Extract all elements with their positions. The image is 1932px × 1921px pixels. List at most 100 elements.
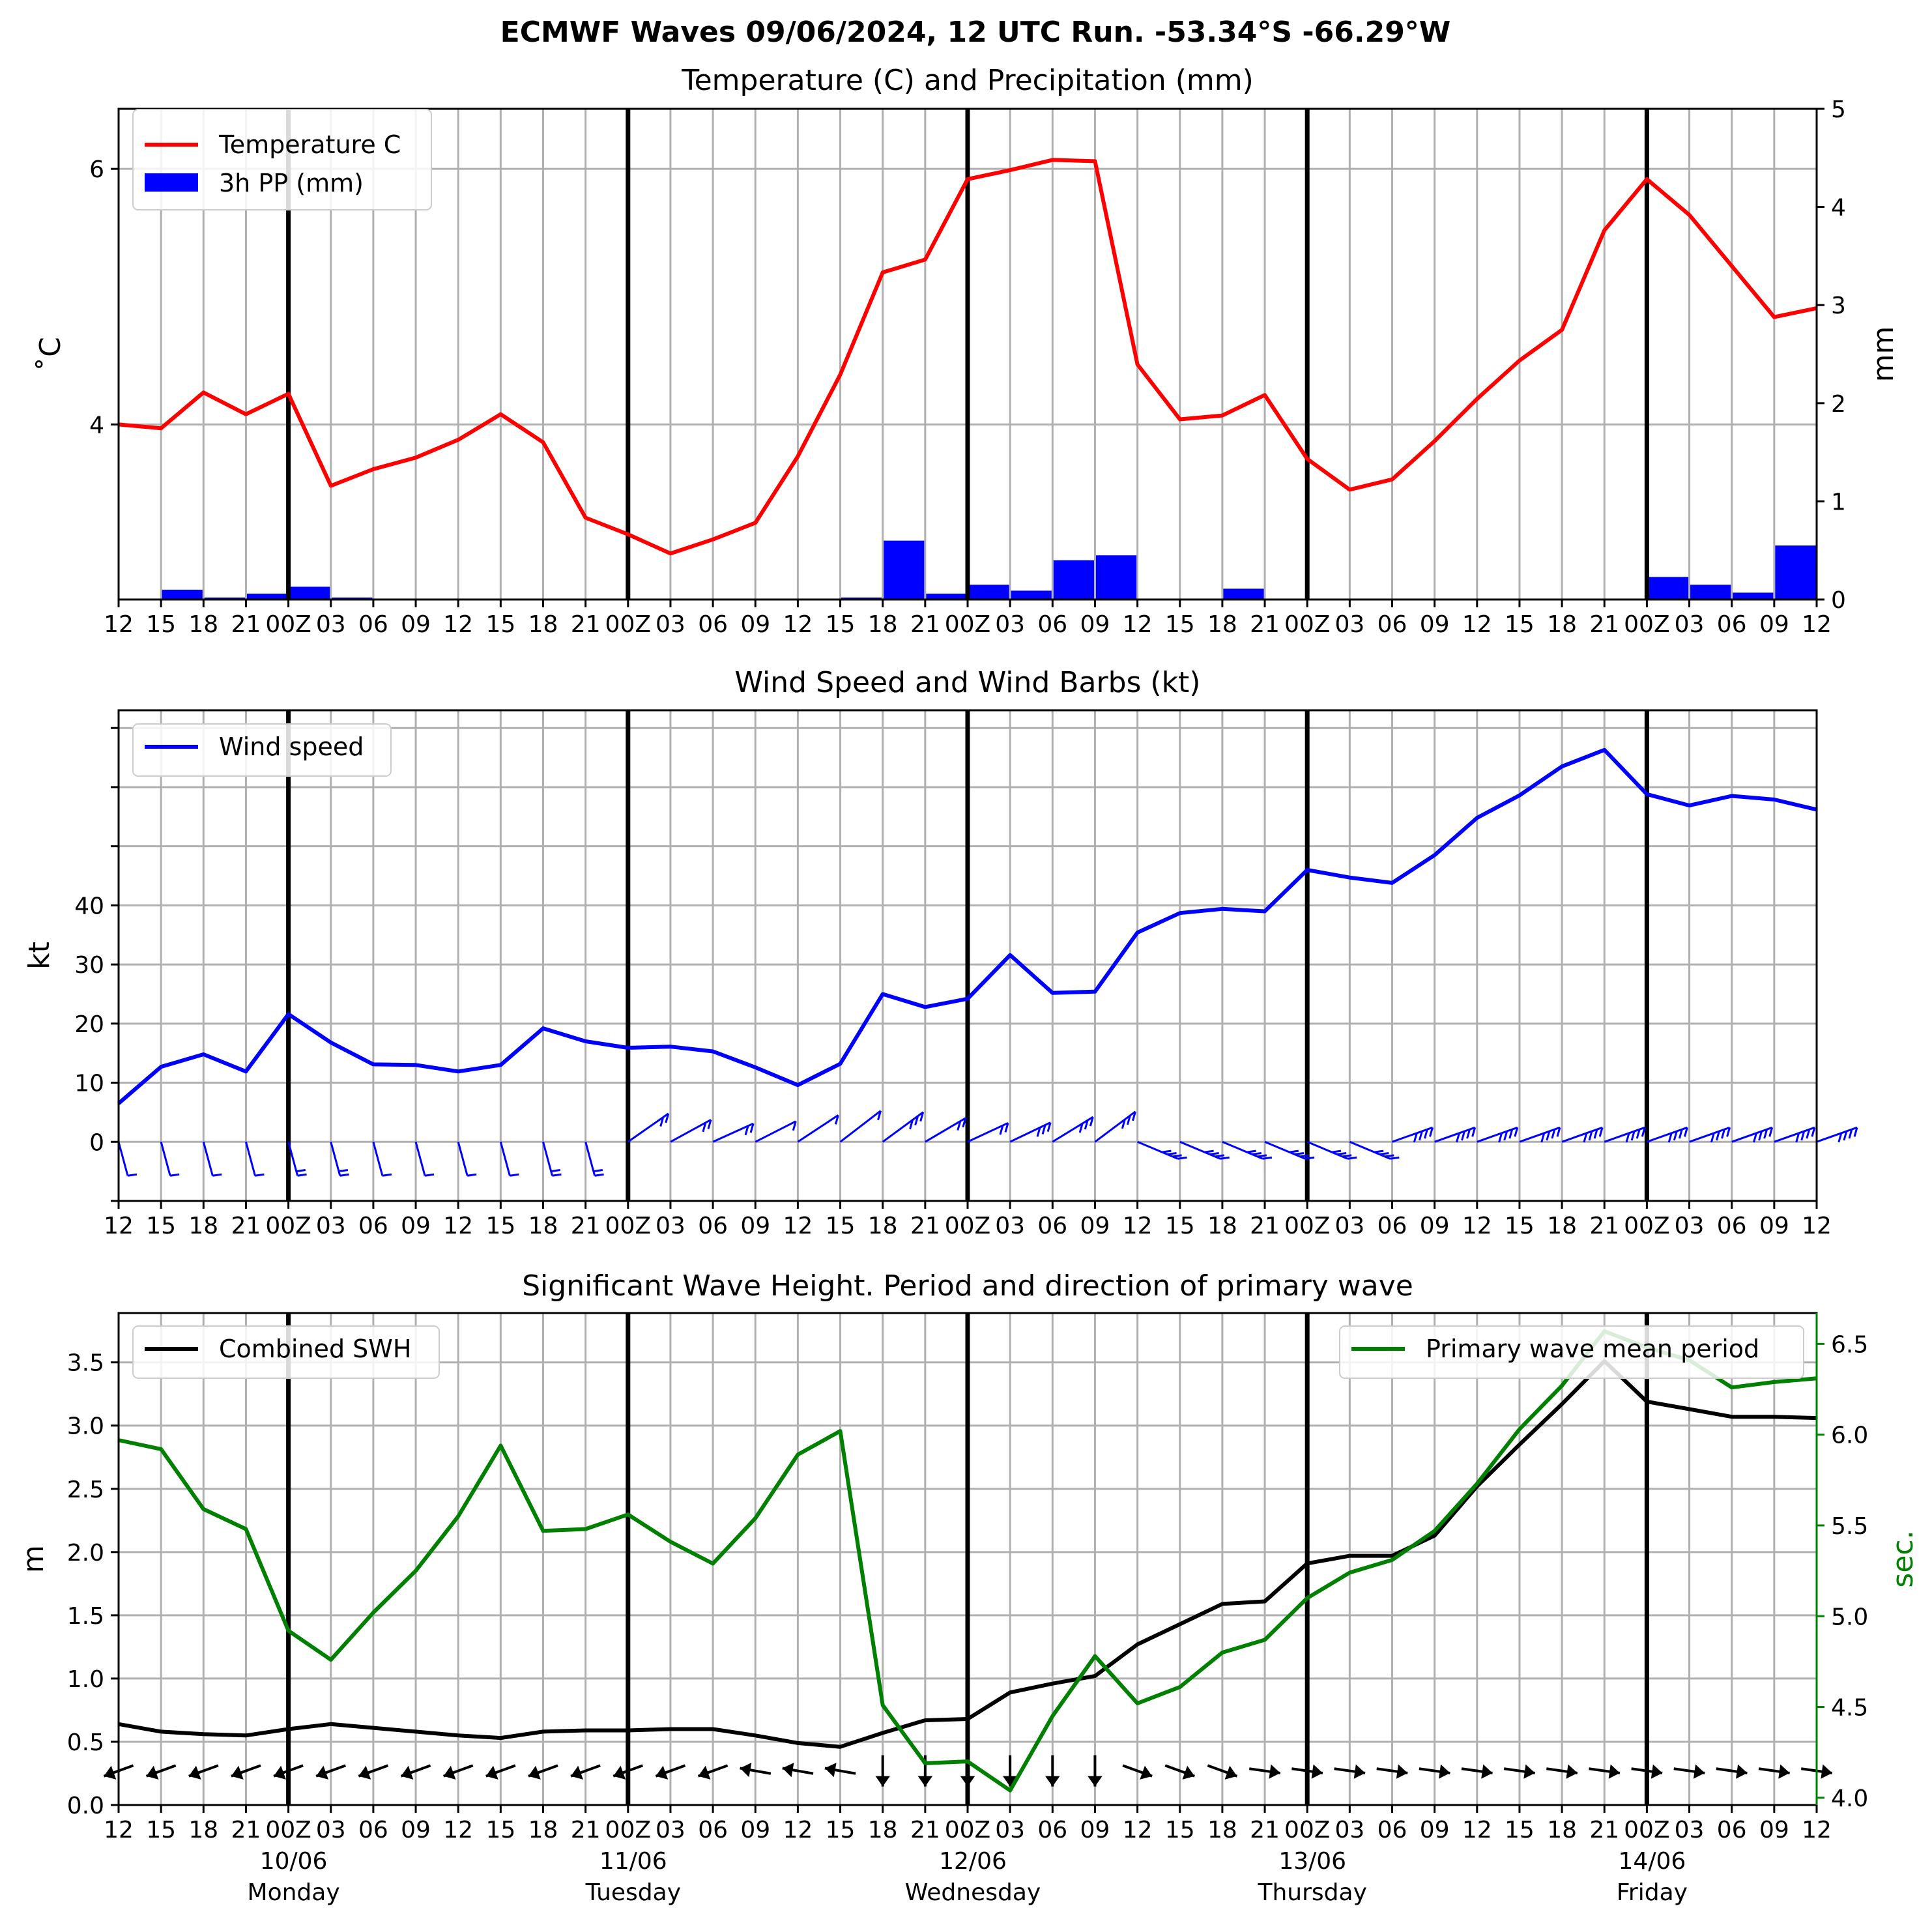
x-tick-label: 21 — [1589, 1213, 1619, 1239]
wind-barb-flag — [1172, 1154, 1182, 1158]
wind-barb-flag — [1848, 1129, 1853, 1139]
x-tick-label: 21 — [1589, 611, 1619, 638]
wave-direction-arrowhead — [274, 1765, 286, 1780]
wind-barb — [1731, 1126, 1773, 1143]
x-tick-label: 12 — [104, 611, 134, 638]
axes-frame — [117, 709, 1818, 1202]
x-tick-label: 12 — [1802, 1213, 1832, 1239]
wind-barb — [839, 1110, 882, 1143]
x-tick-label: 18 — [1547, 1213, 1577, 1239]
x-tick-label: 00Z — [265, 1213, 311, 1239]
legend-box — [132, 109, 432, 210]
wind-barb — [1094, 1110, 1136, 1143]
x-tick-label: 00Z — [1624, 1213, 1669, 1239]
wind-barb-flag — [1204, 1149, 1214, 1153]
wind-barb-flag — [1556, 1127, 1561, 1137]
wind-barb-flag — [1498, 1133, 1503, 1143]
wind-barb-flag — [1423, 1129, 1428, 1139]
y-tick-label: 0.0 — [67, 1793, 104, 1819]
day-name-label: Tuesday — [585, 1879, 681, 1906]
wind-barb — [414, 1141, 426, 1176]
wind-barb-flag — [127, 1173, 137, 1177]
y-tick-label: 0.5 — [67, 1729, 104, 1756]
y-right-tick-label: 6.0 — [1831, 1423, 1868, 1449]
wave-direction-arrowhead — [443, 1765, 456, 1780]
x-tick-label: 21 — [571, 1213, 601, 1239]
x-tick-label: 03 — [656, 611, 685, 638]
wind-barb-flag — [424, 1173, 435, 1177]
x-tick-label: 15 — [146, 1817, 176, 1843]
x-tick-label: 21 — [1250, 1213, 1280, 1239]
wind-barb — [925, 1117, 966, 1143]
y-axis-label: m — [17, 1545, 50, 1573]
x-tick-label: 15 — [485, 611, 515, 638]
x-tick-label: 09 — [740, 1817, 770, 1843]
y-right-tick-label: 2 — [1831, 391, 1846, 418]
x-tick-label: 12 — [443, 611, 473, 638]
x-tick-label: 09 — [740, 611, 770, 638]
wind-barb-flag — [1390, 1156, 1400, 1160]
wind-barb — [1306, 1140, 1348, 1160]
wind-barb — [330, 1141, 341, 1176]
wind-barb — [160, 1141, 171, 1176]
wave-direction-arrowhead — [231, 1765, 244, 1780]
y-right-tick-label: 5.5 — [1831, 1513, 1868, 1540]
wind-barb-flag — [1838, 1133, 1843, 1143]
x-tick-label: 21 — [231, 1817, 261, 1843]
x-tick-label: 21 — [910, 611, 940, 638]
wind-barb-flag — [1540, 1133, 1546, 1143]
x-tick-label: 18 — [1207, 611, 1237, 638]
wind-barb — [712, 1122, 754, 1143]
precip-bar — [289, 586, 330, 599]
x-tick-label: 00Z — [605, 611, 651, 638]
wind-barb-flag — [1461, 1131, 1465, 1141]
wave-direction-arrowhead — [188, 1765, 201, 1780]
x-tick-label: 12 — [1123, 1213, 1153, 1239]
wind-barb-flag — [169, 1173, 180, 1177]
wind-barb-flag — [255, 1173, 265, 1177]
wind-barb — [1519, 1126, 1561, 1143]
wind-barb-flag — [382, 1173, 392, 1177]
y-right-tick-label: 4.5 — [1831, 1695, 1868, 1722]
wind-barb — [372, 1141, 384, 1176]
y-tick-label: 2.0 — [67, 1540, 104, 1567]
precip-bar — [1223, 588, 1264, 599]
y-right-tick-label: 3 — [1831, 293, 1846, 319]
wave-direction-arrowhead — [1311, 1764, 1323, 1779]
x-tick-label: 18 — [188, 1213, 218, 1239]
wave-direction-arrowhead — [782, 1763, 794, 1778]
wind-barb-flag — [1126, 1115, 1131, 1125]
x-tick-label: 00Z — [605, 1817, 651, 1843]
axes-frame — [117, 108, 1818, 601]
x-tick-label: 00Z — [1284, 611, 1330, 638]
wind-barb-flag — [877, 1110, 882, 1121]
wave-direction-arrowhead — [146, 1765, 159, 1780]
x-tick-label: 03 — [656, 1817, 685, 1843]
wave-direction-arrowhead — [613, 1765, 626, 1780]
precip-bar — [1690, 585, 1731, 599]
x-tick-label: 18 — [528, 1213, 558, 1239]
wind-barb-flag — [1177, 1156, 1187, 1160]
wind-barb-flag — [1336, 1152, 1347, 1156]
wave-direction-arrowhead — [528, 1765, 541, 1780]
wind-barb-flag — [1673, 1131, 1678, 1141]
x-tick-label: 15 — [1165, 1817, 1195, 1843]
wind-barb — [584, 1141, 596, 1176]
precip-bar — [204, 597, 245, 599]
wind-barb — [1222, 1140, 1263, 1160]
precip-bar — [246, 593, 288, 599]
precip-bar — [1647, 577, 1689, 599]
wind-barb-flag — [1294, 1152, 1305, 1156]
wind-panel: Wind Speed and Wind Barbs (kt)12 15 18 21 00… — [23, 666, 1858, 1239]
wind-barb — [627, 1112, 669, 1143]
wave-direction-arrowhead — [1608, 1764, 1621, 1779]
x-tick-label: 09 — [1420, 1817, 1450, 1843]
wind-barb-flag — [338, 1169, 349, 1173]
y-tick-label: 6 — [89, 156, 104, 183]
wind-barb-flag — [1262, 1156, 1273, 1160]
temperature-precip-panel: Temperature (C) and Precipitation (mm)12… — [34, 64, 1900, 638]
wave-direction-arrowhead — [698, 1765, 711, 1780]
wind-barb — [1604, 1126, 1645, 1143]
x-tick-label: 15 — [826, 611, 856, 638]
wind-barb-flag — [1678, 1129, 1683, 1139]
